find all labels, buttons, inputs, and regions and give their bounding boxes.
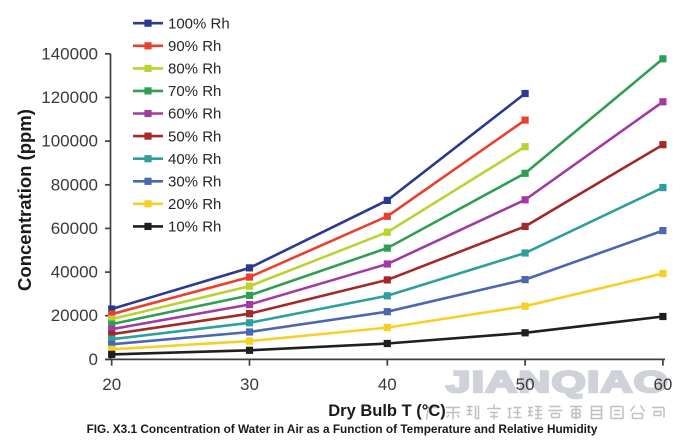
svg-text:80000: 80000	[51, 175, 98, 194]
svg-text:30: 30	[240, 375, 259, 394]
svg-text:20: 20	[102, 375, 121, 394]
svg-text:40% Rh: 40% Rh	[168, 151, 221, 168]
svg-text:60: 60	[653, 375, 672, 394]
svg-text:20% Rh: 20% Rh	[168, 196, 221, 213]
svg-text:60% Rh: 60% Rh	[168, 106, 221, 123]
svg-text:120000: 120000	[41, 88, 98, 107]
svg-text:70% Rh: 70% Rh	[168, 83, 221, 100]
svg-text:140000: 140000	[41, 44, 98, 63]
svg-text:0: 0	[89, 350, 98, 369]
svg-text:JIANQIAO: JIANQIAO	[446, 365, 669, 399]
svg-text:Dry Bulb T (°C): Dry Bulb T (°C)	[328, 402, 446, 420]
svg-text:20000: 20000	[51, 306, 98, 325]
svg-text:90% Rh: 90% Rh	[168, 38, 221, 55]
svg-text:60000: 60000	[51, 219, 98, 238]
svg-text:80% Rh: 80% Rh	[168, 61, 221, 78]
svg-text:50: 50	[516, 375, 535, 394]
svg-text:FIG. X3.1 Concentration of Wat: FIG. X3.1 Concentration of Water in Air …	[87, 422, 598, 436]
svg-text:30% Rh: 30% Rh	[168, 174, 221, 191]
svg-text:100% Rh: 100% Rh	[168, 15, 230, 32]
svg-text:50% Rh: 50% Rh	[168, 128, 221, 145]
svg-text:Concentration (ppm): Concentration (ppm)	[14, 109, 35, 291]
svg-text:40: 40	[378, 375, 397, 394]
svg-text:40000: 40000	[51, 263, 98, 282]
svg-text:100000: 100000	[41, 132, 98, 151]
svg-text:10% Rh: 10% Rh	[168, 219, 221, 236]
